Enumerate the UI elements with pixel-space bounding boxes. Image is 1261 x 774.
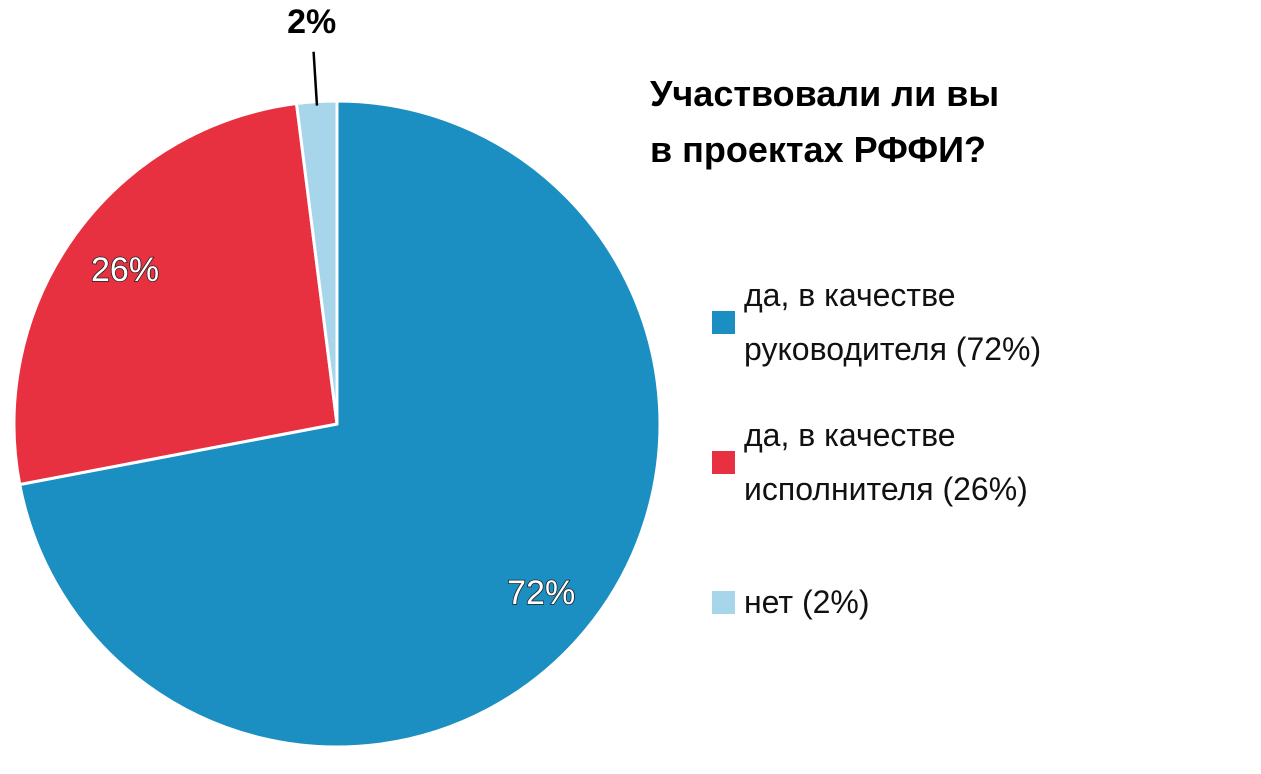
- legend-label-no: нет (2%): [744, 575, 870, 629]
- legend-label-no-line-1: нет (2%): [744, 584, 870, 620]
- legend-swatch-no: [712, 590, 735, 614]
- legend-label-leader-line-2: руководителя (72%): [744, 331, 1042, 367]
- pie-slice-leader: [18, 99, 662, 749]
- pie-label-performer: 26%: [91, 251, 159, 289]
- chart-title-line-1: Участвовали ли вы: [650, 73, 1000, 114]
- legend-label-performer-line-2: исполнителя (26%): [744, 471, 1028, 507]
- legend-swatch-leader: [712, 310, 735, 334]
- legend-label-performer: да, в качестве исполнителя (26%): [744, 408, 1028, 516]
- legend-label-performer-line-1: да, в качестве: [744, 417, 956, 453]
- legend-item-performer: да, в качестве исполнителя (26%): [712, 408, 1028, 516]
- legend-item-no: нет (2%): [712, 575, 870, 629]
- pie-label-leader: 72%: [507, 574, 575, 612]
- chart-title-line-2: в проектах РФФИ?: [650, 129, 986, 170]
- legend-label-leader-line-1: да, в качестве: [744, 277, 956, 313]
- legend-label-leader: да, в качестве руководителя (72%): [744, 268, 1041, 376]
- legend-swatch-performer: [712, 450, 735, 474]
- pie-label-no: 2%: [287, 3, 336, 41]
- pie-leader-line-no: [312, 51, 319, 106]
- pie-slice-performer: [12, 102, 339, 487]
- chart-title: Участвовали ли вы в проектах РФФИ?: [650, 66, 1210, 178]
- legend-item-leader: да, в качестве руководителя (72%): [712, 268, 1041, 376]
